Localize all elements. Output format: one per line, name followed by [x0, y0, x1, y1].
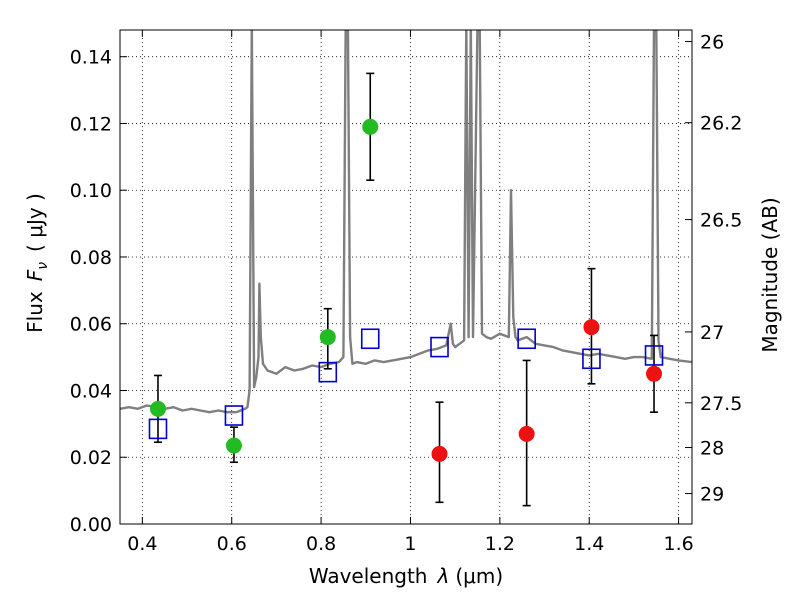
model-photometry-square — [360, 328, 380, 350]
model-photometry-square — [224, 405, 244, 426]
detected-point — [149, 400, 166, 417]
x-axis-label: Wavelength λ (μm) — [309, 564, 503, 588]
y-tick-label: 0.06 — [70, 314, 112, 336]
model-photometry-square — [582, 348, 601, 370]
y-axis-label: FluxFν( μJy ) — [23, 193, 51, 333]
mag-tick-label: 26.2 — [700, 113, 742, 135]
model-photometry-square — [148, 418, 168, 440]
x-tick-label: 0.8 — [306, 533, 336, 555]
axis-ticks: 0.4 0.6 0.8 1 1.2 1.4 1.6 0.00 0.02 0.04 0.06 0.08 0… — [70, 30, 742, 555]
y-tick-label: 0.08 — [70, 247, 112, 269]
y-tick-label: 0.10 — [70, 180, 112, 202]
observed-photometry-markers — [149, 118, 663, 462]
x-tick-label: 1.2 — [485, 533, 515, 555]
mag-tick-label: 26.5 — [700, 210, 742, 232]
detected-point — [225, 437, 242, 454]
detected-point — [362, 118, 379, 135]
x-tick-label: 1.4 — [574, 533, 604, 555]
y-tick-label: 0.14 — [70, 47, 112, 69]
y2-axis-label: Magnitude (AB) — [758, 197, 782, 352]
model-spectrum-line — [120, 30, 692, 414]
low-significance-point — [431, 445, 448, 462]
x-tick-label: 1.6 — [663, 533, 693, 555]
low-significance-point — [518, 425, 535, 442]
x-tick-label: 1 — [404, 533, 416, 555]
model-photometry-markers — [148, 328, 664, 440]
x-tick-label: 0.6 — [217, 533, 247, 555]
model-photometry-square — [430, 336, 449, 358]
model-photometry-square — [644, 345, 664, 366]
grid — [120, 30, 692, 525]
mag-tick-label: 29 — [700, 484, 724, 506]
plot-frame — [119, 29, 693, 525]
y-tick-label: 0.00 — [70, 514, 112, 536]
mag-tick-label: 26 — [700, 32, 724, 54]
x-tick-label: 0.4 — [127, 533, 157, 555]
y-tick-label: 0.02 — [70, 447, 112, 469]
low-significance-point — [646, 365, 663, 382]
mag-tick-label: 28 — [700, 438, 724, 460]
model-photometry-square — [517, 328, 536, 350]
low-significance-point — [583, 319, 600, 336]
mag-tick-label: 27.5 — [700, 393, 742, 415]
mag-tick-label: 27 — [700, 322, 724, 344]
y-tick-label: 0.12 — [70, 113, 112, 135]
y-tick-label: 0.04 — [70, 380, 112, 402]
detected-point — [319, 329, 336, 346]
model-photometry-square — [318, 361, 338, 383]
